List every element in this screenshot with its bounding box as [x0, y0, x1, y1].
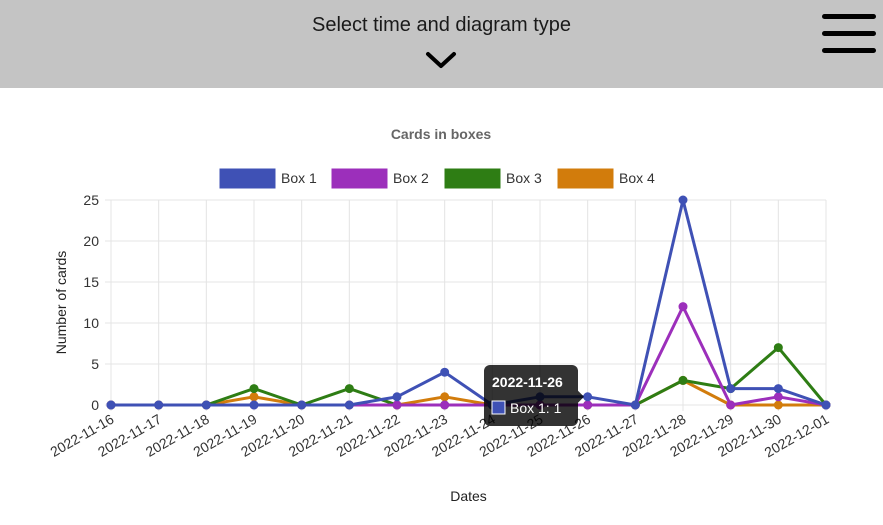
y-tick-label: 10: [83, 315, 99, 331]
data-point[interactable]: [344, 400, 354, 410]
y-axis-title: Number of cards: [53, 251, 69, 354]
header-title[interactable]: Select time and diagram type: [311, 14, 572, 36]
legend-label[interactable]: Box 4: [619, 170, 655, 186]
data-point[interactable]: [440, 400, 450, 410]
chart-container: Cards in boxes Box 1 Box 2 Box 3 Box 4 0 5 10 15…: [0, 88, 883, 520]
legend-label[interactable]: Box 2: [393, 170, 429, 186]
y-tick-label: 5: [91, 356, 99, 372]
legend-swatch[interactable]: [331, 168, 388, 189]
legend-swatch[interactable]: [219, 168, 276, 189]
y-tick-label: 20: [83, 233, 99, 249]
legend-label[interactable]: Box 3: [506, 170, 542, 186]
data-point[interactable]: [726, 384, 736, 394]
data-point[interactable]: [583, 400, 593, 410]
data-point[interactable]: [583, 392, 593, 402]
tooltip-label: Box 1: 1: [510, 400, 562, 416]
tooltip-title: 2022-11-26: [492, 374, 563, 390]
hamburger-menu-icon[interactable]: [822, 14, 876, 54]
legend-swatch[interactable]: [444, 168, 501, 189]
data-point[interactable]: [201, 400, 211, 410]
data-point[interactable]: [344, 384, 354, 394]
chevron-down-icon[interactable]: [425, 50, 457, 70]
series-line: [111, 198, 827, 407]
tooltip-swatch: [491, 400, 506, 415]
data-point[interactable]: [440, 367, 450, 377]
data-point[interactable]: [249, 400, 259, 410]
data-point[interactable]: [773, 343, 783, 353]
data-point[interactable]: [440, 392, 450, 402]
y-tick-label: 0: [91, 397, 99, 413]
data-point[interactable]: [726, 400, 736, 410]
legend-label[interactable]: Box 1: [281, 170, 317, 186]
tooltip-box: [484, 365, 578, 426]
data-point[interactable]: [106, 400, 116, 410]
data-point[interactable]: [773, 392, 783, 402]
series-line: [111, 346, 828, 407]
series-line: [111, 378, 826, 407]
hamburger-line: [822, 14, 876, 19]
data-point[interactable]: [678, 302, 688, 312]
x-axis-title: Dates: [450, 488, 487, 504]
data-point[interactable]: [678, 195, 688, 205]
data-point[interactable]: [297, 400, 307, 410]
hamburger-line: [822, 48, 876, 53]
y-tick-label: 25: [83, 192, 99, 208]
data-point[interactable]: [630, 400, 640, 410]
data-point[interactable]: [154, 400, 164, 410]
hamburger-line: [822, 31, 876, 36]
data-point[interactable]: [773, 384, 783, 394]
chart-title: Cards in boxes: [391, 126, 492, 142]
y-tick-label: 15: [83, 274, 99, 290]
data-point[interactable]: [249, 384, 259, 394]
data-point[interactable]: [392, 400, 402, 410]
data-point[interactable]: [392, 392, 402, 402]
data-point[interactable]: [821, 400, 831, 410]
header-bar: Select time and diagram type: [0, 0, 883, 88]
line-chart: Cards in boxes Box 1 Box 2 Box 3 Box 4 0 5 10 15…: [47, 126, 831, 504]
legend-swatch[interactable]: [557, 168, 614, 189]
data-point[interactable]: [249, 392, 259, 402]
tooltip-caret: [578, 390, 584, 403]
data-point[interactable]: [678, 375, 688, 385]
data-point[interactable]: [773, 400, 783, 410]
